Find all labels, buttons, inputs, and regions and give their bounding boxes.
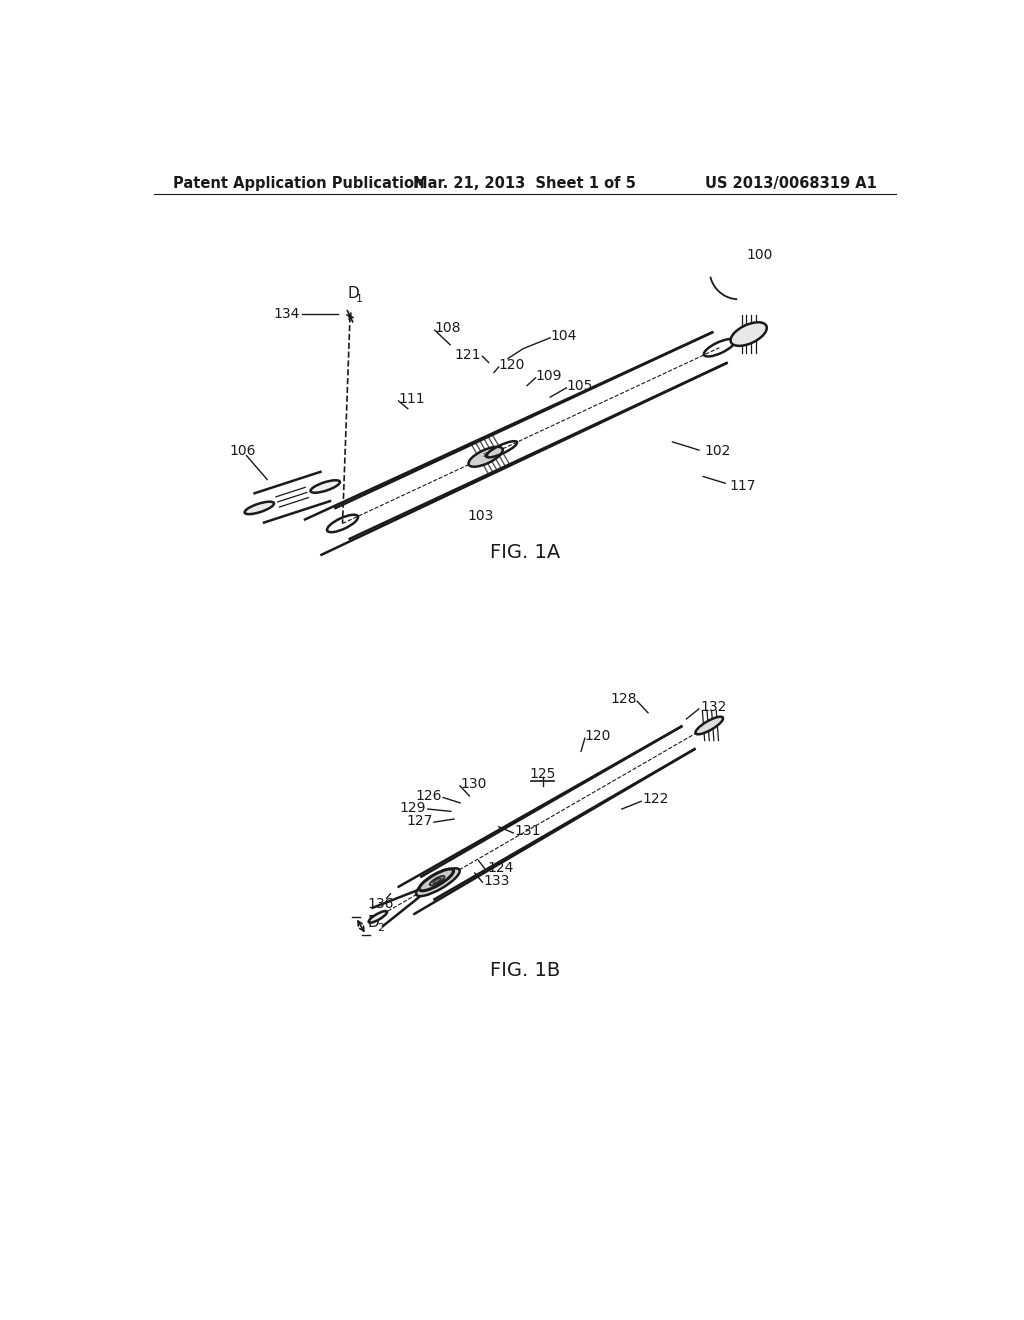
Text: 125: 125 <box>529 767 556 781</box>
Text: FIG. 1A: FIG. 1A <box>489 543 560 562</box>
Text: 127: 127 <box>407 813 432 828</box>
Ellipse shape <box>730 322 767 346</box>
Text: 1: 1 <box>356 293 364 304</box>
Text: 102: 102 <box>705 444 730 458</box>
Text: D: D <box>348 285 359 301</box>
Ellipse shape <box>695 717 723 734</box>
Text: 131: 131 <box>514 824 541 838</box>
Text: Patent Application Publication: Patent Application Publication <box>173 176 424 190</box>
Text: 106: 106 <box>229 444 256 458</box>
Text: *: * <box>483 451 489 465</box>
Text: 109: 109 <box>536 368 562 383</box>
Text: 136: 136 <box>368 896 394 911</box>
Text: 111: 111 <box>398 392 425 405</box>
Text: Mar. 21, 2013  Sheet 1 of 5: Mar. 21, 2013 Sheet 1 of 5 <box>414 176 636 190</box>
Ellipse shape <box>310 480 340 492</box>
Text: FIG. 1B: FIG. 1B <box>489 961 560 981</box>
Ellipse shape <box>419 869 454 891</box>
Text: 124: 124 <box>487 862 513 875</box>
Text: D: D <box>368 915 380 929</box>
Text: 103: 103 <box>468 510 495 524</box>
Text: 104: 104 <box>550 329 577 342</box>
Ellipse shape <box>416 869 460 896</box>
Text: 130: 130 <box>460 776 486 791</box>
Ellipse shape <box>245 502 274 515</box>
Text: 128: 128 <box>610 692 637 706</box>
Text: 121: 121 <box>455 347 481 362</box>
Text: 100: 100 <box>746 248 773 261</box>
Text: 126: 126 <box>415 789 441 803</box>
Text: 117: 117 <box>730 479 756 492</box>
Ellipse shape <box>417 880 439 895</box>
Text: 105: 105 <box>566 379 593 392</box>
Text: 133: 133 <box>483 874 510 887</box>
Text: 132: 132 <box>700 700 727 714</box>
Text: 129: 129 <box>399 800 426 814</box>
Text: 122: 122 <box>643 792 669 807</box>
Text: 120: 120 <box>585 729 611 743</box>
Ellipse shape <box>369 911 387 923</box>
Ellipse shape <box>430 876 444 886</box>
Text: 108: 108 <box>435 321 461 335</box>
Text: 134: 134 <box>273 308 300 321</box>
Text: 120: 120 <box>499 358 525 372</box>
Text: 2: 2 <box>377 924 384 933</box>
Ellipse shape <box>468 446 503 467</box>
Ellipse shape <box>433 878 441 883</box>
Text: US 2013/0068319 A1: US 2013/0068319 A1 <box>705 176 877 190</box>
